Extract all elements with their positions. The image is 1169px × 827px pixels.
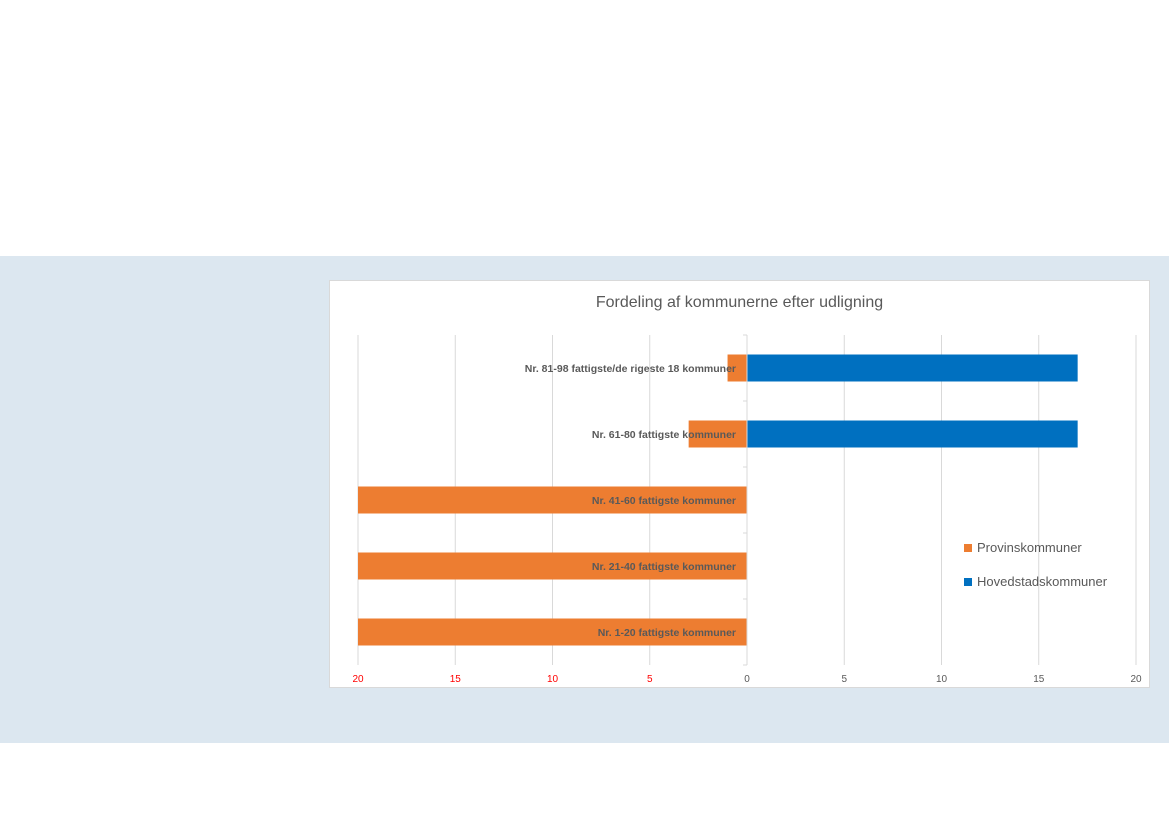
legend-label-hovedstadskommuner: Hovedstadskommuner: [977, 574, 1108, 589]
legend: Provinskommuner Hovedstadskommuner: [964, 539, 1107, 607]
x-tick-label: 0: [744, 674, 750, 685]
legend-label-provinskommuner: Provinskommuner: [977, 540, 1082, 555]
category-label: Nr. 1-20 fattigste kommuner: [598, 627, 736, 639]
bar-provinskommuner: [727, 354, 747, 382]
x-tick-label: 5: [647, 674, 653, 685]
legend-swatch-provinskommuner: [964, 543, 972, 552]
chart-area: Fordeling af kommunerne efter udligning …: [329, 280, 1150, 688]
chart-plot: Nr. 81-98 fattigste/de rigeste 18 kommun…: [352, 334, 1142, 685]
x-tick-label: 10: [547, 674, 559, 685]
x-tick-label: 10: [936, 674, 948, 685]
x-tick-label: 20: [1130, 674, 1142, 685]
bar-provinskommuner: [358, 618, 747, 646]
bar-provinskommuner: [358, 486, 747, 514]
category-label: Nr. 41-60 fattigste kommuner: [592, 495, 736, 507]
x-tick-label: 15: [1033, 674, 1045, 685]
category-label: Nr. 61-80 fattigste kommuner: [592, 429, 736, 441]
legend-item-provinskommuner: Provinskommuner: [964, 539, 1107, 556]
bar-provinskommuner: [688, 420, 747, 448]
chart-title: Fordeling af kommunerne efter udligning: [595, 294, 884, 311]
bar-hovedstadskommuner: [747, 420, 1078, 448]
category-label: Nr. 81-98 fattigste/de rigeste 18 kommun…: [525, 363, 736, 375]
legend-swatch-hovedstadskommuner: [964, 577, 972, 586]
x-tick-label: 5: [841, 674, 847, 685]
x-tick-label: 15: [450, 674, 462, 685]
bar-provinskommuner: [358, 552, 747, 580]
category-label: Nr. 21-40 fattigste kommuner: [592, 561, 736, 573]
legend-item-hovedstadskommuner: Hovedstadskommuner: [964, 573, 1107, 590]
x-tick-label: 20: [352, 674, 364, 685]
bar-hovedstadskommuner: [747, 354, 1078, 382]
